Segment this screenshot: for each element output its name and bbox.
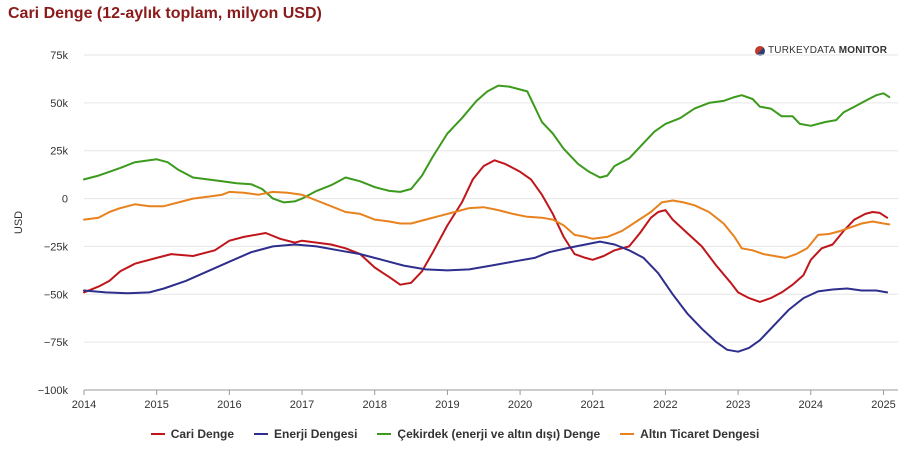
- brand-logo-icon: [755, 45, 765, 56]
- x-tick-label: 2019: [435, 399, 459, 411]
- y-axis-title: USD: [13, 211, 25, 234]
- x-axis-ticks: 2014 2015 2016 2017 2018 2019 2020 2021 2022 2023…: [72, 390, 896, 411]
- y-tick-label: −50k: [44, 289, 69, 301]
- y-tick-label: 50k: [50, 98, 68, 110]
- x-tick-label: 2016: [217, 399, 241, 411]
- watermark-part1: TURKEYDATA: [768, 45, 836, 56]
- legend-swatch: [254, 433, 269, 435]
- grid-lines: [84, 54, 898, 391]
- y-tick-label: −100k: [38, 385, 69, 397]
- x-tick-label: 2022: [653, 399, 677, 411]
- legend-item[interactable]: Cari Denge: [150, 427, 235, 441]
- series-line: [83, 84, 891, 204]
- watermark: TURKEYDATA MONITOR: [755, 45, 887, 56]
- legend-swatch: [620, 433, 635, 435]
- y-tick-label: 0: [62, 194, 68, 206]
- x-tick-label: 2023: [726, 399, 750, 411]
- chart-title: Cari Denge (12-aylık toplam, milyon USD): [8, 5, 322, 22]
- x-tick-label: 2021: [581, 399, 605, 411]
- legend-swatch: [377, 433, 392, 435]
- y-tick-label: −75k: [44, 337, 69, 349]
- legend: Cari Denge Enerji Dengesi Çekirdek (enerji…: [0, 427, 910, 441]
- y-tick-label: 75k: [50, 50, 68, 62]
- legend-item[interactable]: Altın Ticaret Dengesi: [620, 427, 759, 441]
- legend-item[interactable]: Çekirdek (enerji ve altın dışı) Denge: [377, 427, 600, 441]
- y-tick-label: 25k: [50, 146, 68, 158]
- series-line: [83, 240, 889, 353]
- x-tick-label: 2015: [144, 399, 168, 411]
- y-axis-ticks: 75k 50k 25k 0 −25k −50k −75k −100k: [38, 50, 69, 397]
- legend-label: Altın Ticaret Dengesi: [640, 427, 760, 441]
- y-tick-label: −25k: [44, 241, 69, 253]
- x-tick-label: 2024: [799, 399, 823, 411]
- x-tick-label: 2020: [508, 399, 532, 411]
- series-line: [83, 190, 891, 259]
- legend-label: Enerji Dengesi: [274, 427, 358, 441]
- legend-item[interactable]: Enerji Dengesi: [254, 427, 357, 441]
- x-tick-label: 2014: [72, 399, 96, 411]
- legend-label: Cari Denge: [170, 427, 235, 441]
- watermark-part2: MONITOR: [838, 45, 888, 56]
- line-chart: 75k 50k 25k 0 −25k −50k −75k −100k 2014 2015 2016…: [13, 50, 898, 411]
- x-tick-label: 2017: [290, 399, 314, 411]
- series-line: [83, 159, 889, 303]
- x-tick-label: 2018: [362, 399, 386, 411]
- series-lines: [83, 84, 891, 353]
- legend-swatch: [150, 433, 165, 435]
- x-tick-label: 2025: [871, 399, 895, 411]
- legend-label: Çekirdek (enerji ve altın dışı) Denge: [397, 427, 601, 441]
